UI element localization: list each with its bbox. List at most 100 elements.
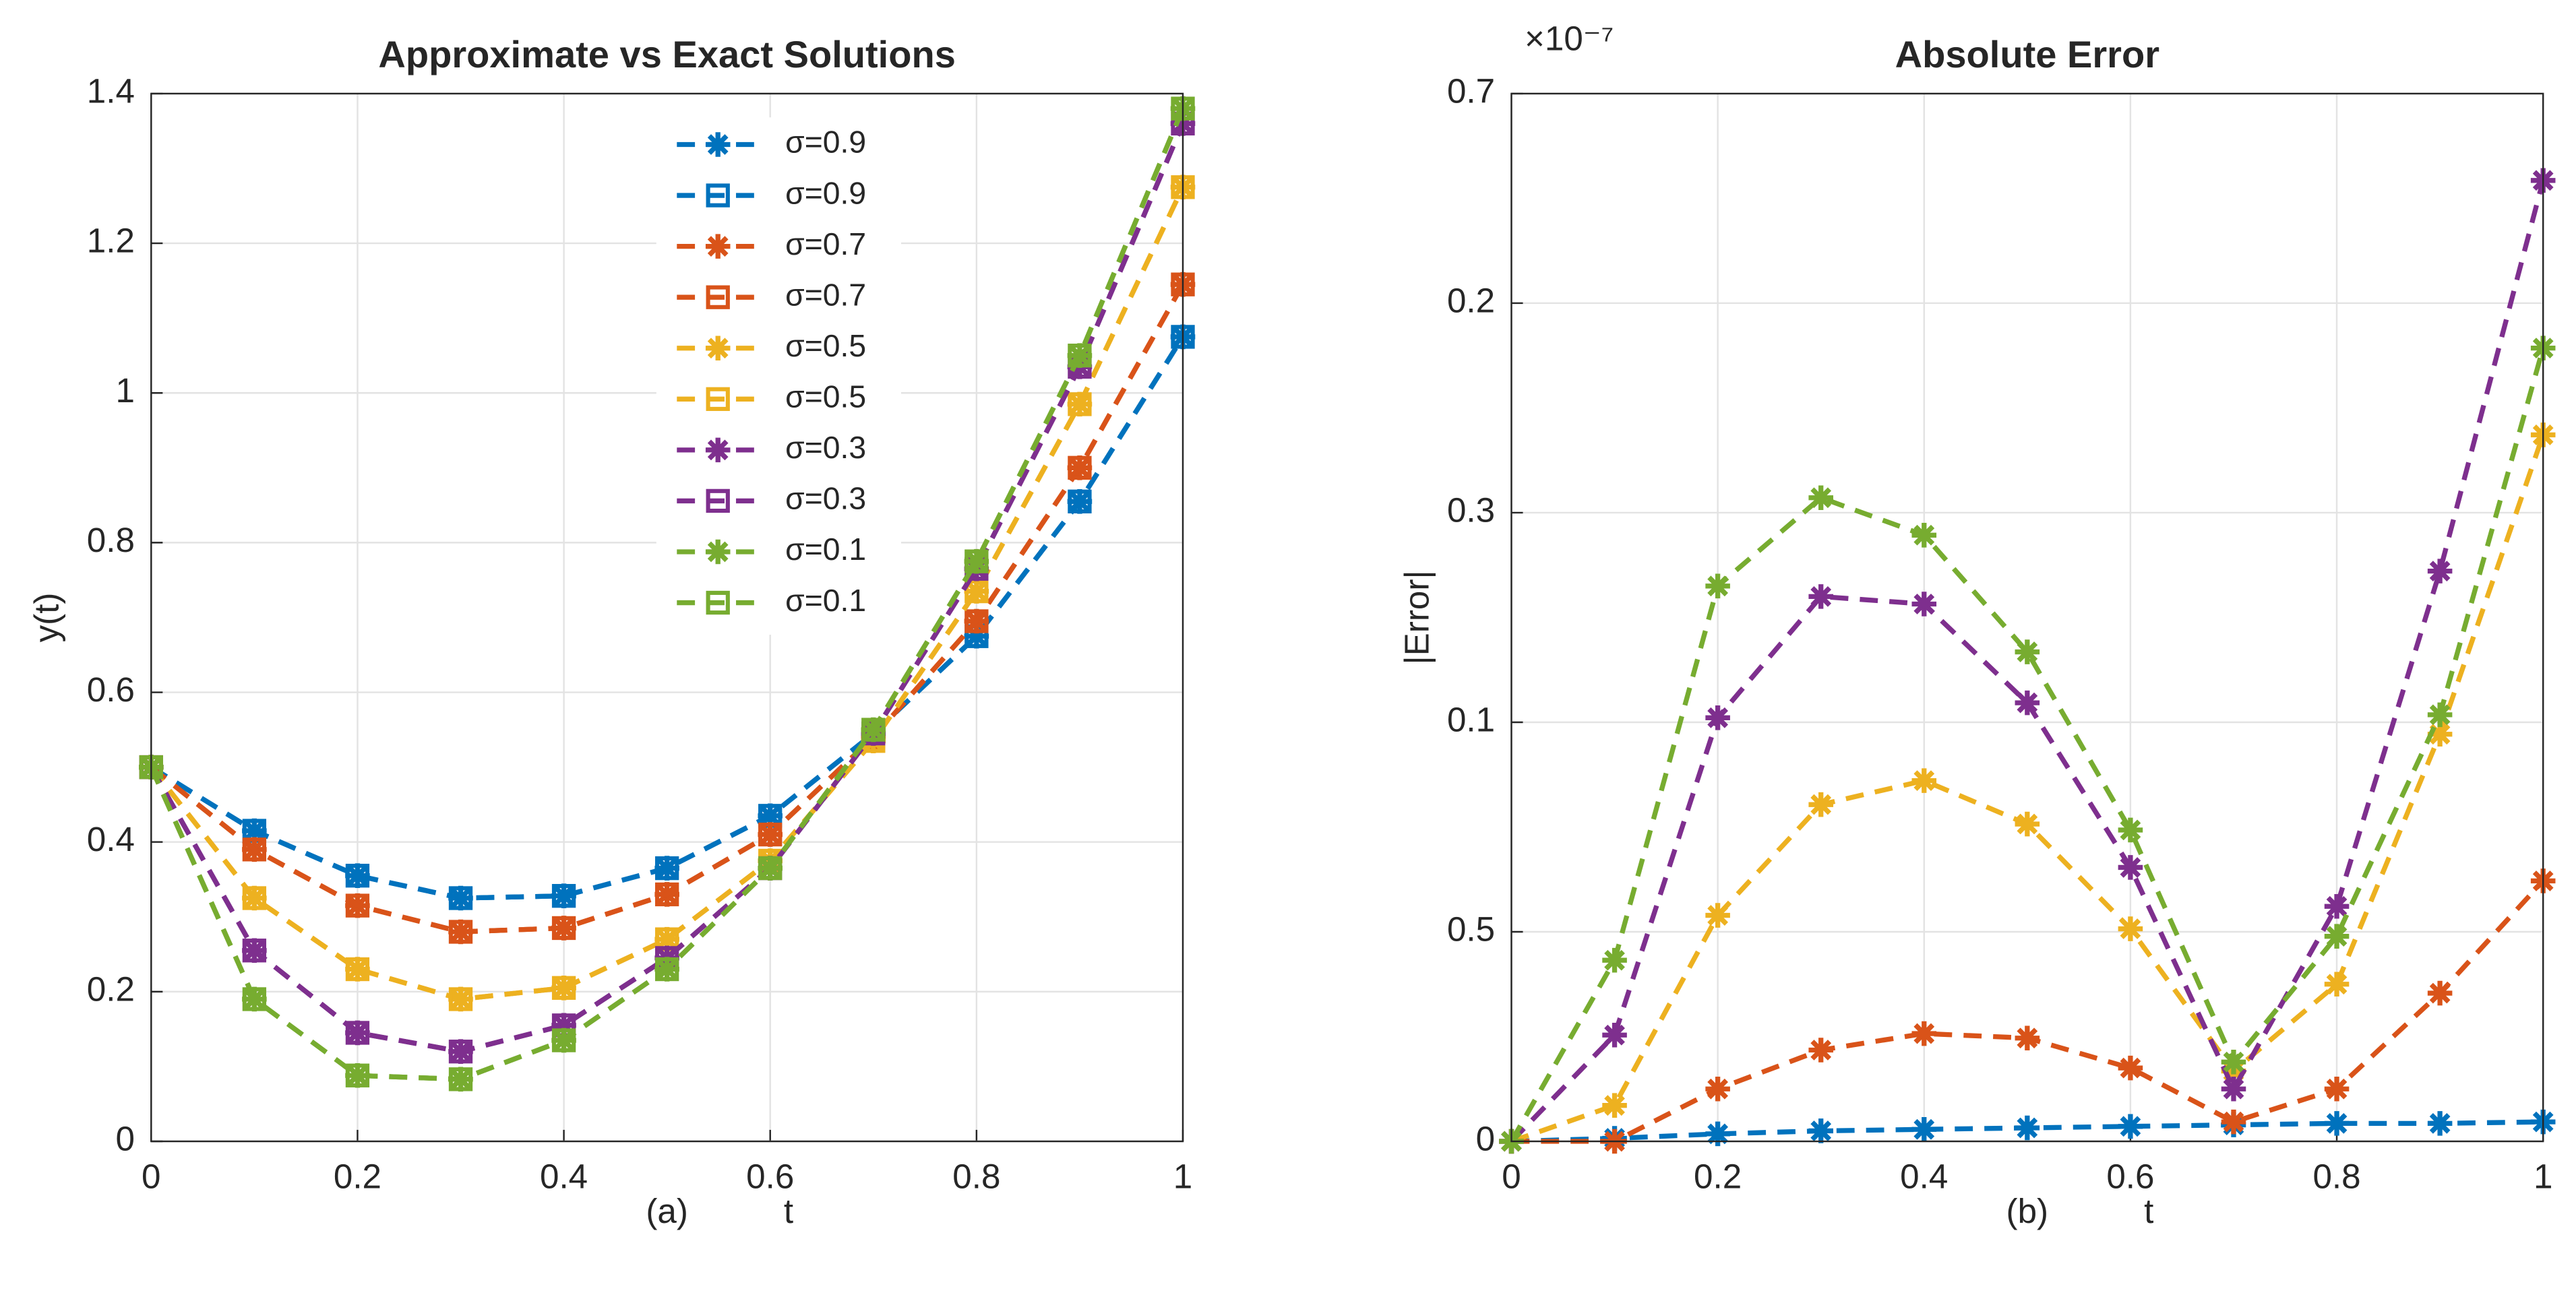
marker: [1705, 903, 1730, 928]
legend-label: σ=0.5: [785, 379, 866, 414]
annotation: (a): [646, 1192, 688, 1230]
marker: [551, 976, 576, 1000]
plot-area: [1511, 93, 2544, 1142]
axes-box: [1510, 92, 2544, 1143]
marker: [1068, 344, 1092, 368]
marker: [2118, 855, 2143, 880]
marker: [1705, 1076, 1730, 1102]
y-tick-label: 1.4: [87, 71, 135, 110]
y-tick-label: 0.4: [87, 820, 135, 858]
marker: [964, 609, 989, 633]
legend-label: σ=0.7: [785, 277, 866, 312]
marker: [1808, 1038, 1833, 1063]
y-tick-label: 1.2: [87, 222, 135, 260]
y-axis-label: y(t): [28, 593, 66, 643]
legend-label: σ=0.3: [785, 481, 866, 516]
legend-box: [656, 117, 901, 635]
legend-label: σ=0.5: [785, 328, 866, 363]
marker: [964, 548, 989, 574]
marker: [1705, 1121, 1730, 1147]
marker: [1808, 485, 1833, 511]
marker: [654, 926, 679, 952]
marker: [2427, 559, 2453, 583]
marker: [1911, 768, 1937, 793]
annotation: (b): [2006, 1192, 2049, 1230]
marker: [345, 1021, 370, 1045]
axes-box: [150, 92, 1184, 1143]
y-tick-label: 0.2: [1447, 281, 1495, 319]
y-tick-label: 0.1: [1447, 700, 1495, 738]
marker: [1068, 455, 1092, 480]
marker: [345, 957, 370, 982]
marker: [964, 579, 989, 604]
marker: [758, 856, 783, 881]
y-tick-label: 0.6: [87, 670, 135, 709]
series-line: [150, 335, 1186, 901]
legend-marker: [705, 539, 731, 565]
marker: [2015, 690, 2040, 716]
series-line: [149, 186, 1186, 1002]
marker: [964, 579, 989, 604]
marker: [551, 1028, 576, 1052]
marker: [2221, 1049, 2246, 1075]
marker: [448, 1040, 473, 1064]
marker: [448, 920, 473, 944]
legend-marker: [705, 234, 731, 259]
marker: [242, 987, 267, 1011]
x-axis-label: t: [2144, 1192, 2153, 1230]
marker: [1068, 392, 1092, 416]
marker: [2221, 1109, 2246, 1135]
marker: [2427, 722, 2453, 747]
marker: [551, 1013, 576, 1038]
marker: [2118, 916, 2143, 941]
marker: [345, 1063, 370, 1087]
y-axis-label: |Error|: [1398, 570, 1436, 664]
marker: [2015, 1115, 2040, 1141]
marker: [2015, 639, 2040, 664]
marker: [2427, 980, 2453, 1006]
series-line: [1509, 347, 2546, 1143]
x-tick-label: 0.8: [952, 1158, 1000, 1196]
marker: [1911, 1021, 1937, 1046]
marker: [1705, 705, 1730, 730]
axis-multiplier: ×10⁻⁷: [1525, 19, 1614, 57]
marker: [448, 1067, 473, 1091]
legend-label: σ=0.3: [785, 430, 866, 465]
marker: [242, 886, 267, 910]
marker: [242, 885, 267, 911]
marker: [861, 718, 886, 742]
marker: [654, 957, 679, 982]
y-tick-label: 0.5: [1447, 910, 1495, 949]
x-tick-label: 0: [1502, 1158, 1521, 1196]
x-tick-label: 0.6: [2106, 1158, 2154, 1196]
marker: [2015, 811, 2040, 837]
x-tick-label: 0.2: [334, 1158, 381, 1196]
marker: [345, 1063, 370, 1088]
x-tick-label: 1: [2534, 1158, 2552, 1196]
marker: [1808, 584, 1833, 609]
marker: [2221, 1076, 2246, 1102]
legend-marker: [706, 285, 730, 309]
y-tick-label: 0.8: [87, 521, 135, 559]
marker: [1911, 523, 1937, 548]
marker: [2324, 1076, 2350, 1102]
marker: [2427, 1111, 2453, 1136]
x-tick-label: 0.2: [1694, 1158, 1742, 1196]
marker: [1911, 1116, 1937, 1142]
marker: [964, 623, 989, 649]
marker: [2118, 1114, 2143, 1139]
legend-marker: [706, 590, 730, 615]
marker: [1602, 1093, 1627, 1118]
y-tick-label: 1: [115, 371, 134, 410]
marker: [654, 882, 679, 907]
marker: [345, 864, 370, 888]
marker: [758, 822, 783, 847]
marker: [2324, 972, 2350, 997]
marker: [2324, 893, 2350, 919]
x-tick-label: 0.6: [746, 1158, 794, 1196]
marker: [2427, 702, 2453, 728]
legend-marker: [706, 387, 730, 411]
marker: [345, 863, 370, 888]
marker: [1705, 573, 1730, 599]
